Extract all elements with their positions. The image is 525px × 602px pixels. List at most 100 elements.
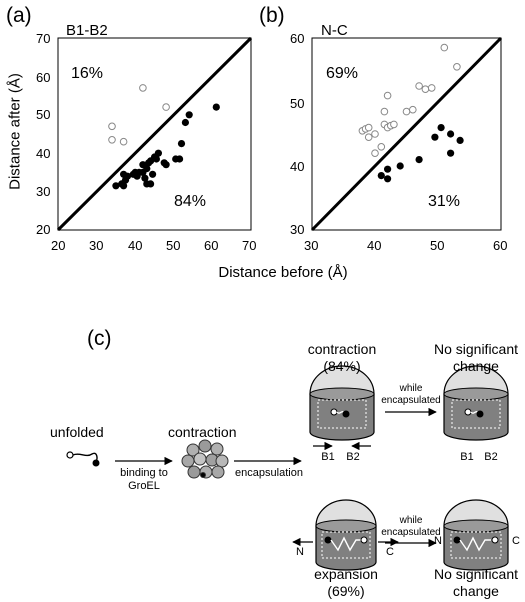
label-while-bottom-line2: encapsulated xyxy=(381,527,441,538)
plot-b-open-point-6 xyxy=(377,143,386,151)
plot-a-filled-point-20 xyxy=(152,155,160,163)
plot-a-xtick-70: 70 xyxy=(242,238,257,253)
label-contraction-mid: contraction xyxy=(168,424,237,440)
label-b2-right: B2 xyxy=(484,451,498,463)
plot-b-xtick-40: 40 xyxy=(367,238,382,253)
label-no-change-bottom-line2: change xyxy=(453,583,499,599)
plot-a-lower-percent: 84% xyxy=(174,193,207,210)
plot-b-filled-point-1 xyxy=(384,175,392,183)
label-unfolded: unfolded xyxy=(50,424,104,440)
plot-b-ytick-40: 40 xyxy=(290,159,305,174)
plot-a-filled-point-25 xyxy=(176,155,184,163)
label-c-left: C xyxy=(386,546,394,558)
plot-b-open-point-15 xyxy=(415,82,423,90)
plot-b-open-point-9 xyxy=(383,91,392,100)
label-contraction-top-line1: contraction xyxy=(307,341,377,357)
plot-b-open-point-14 xyxy=(409,105,417,114)
plot-a-diagonal xyxy=(56,36,253,232)
plot-b-open-point-13 xyxy=(402,107,411,116)
plot-a-filled-point-2 xyxy=(120,182,128,190)
plot-a-xtick-30: 30 xyxy=(89,238,104,253)
plot-a-title: B1-B2 xyxy=(66,22,108,39)
label-expansion-line2: (69%) xyxy=(327,583,365,599)
plot-a-open-point-3 xyxy=(139,84,147,92)
plot-b-filled-point-5 xyxy=(431,133,439,141)
label-contraction-top-line2: (84%) xyxy=(323,358,361,374)
plot-b-lower-percent: 31% xyxy=(428,193,461,210)
plot-a-filled-point-13 xyxy=(143,165,151,173)
plot-b-open-point-19 xyxy=(453,63,461,71)
plot-a-ytick-50: 50 xyxy=(36,107,51,122)
groel-chamber-expanded xyxy=(315,499,377,571)
label-no-change-top-line1: No significant xyxy=(433,341,519,357)
plot-b-open-point-5 xyxy=(371,149,379,157)
plot-a-ytick-30: 30 xyxy=(36,184,51,199)
label-binding-line1: binding to xyxy=(120,467,168,479)
label-while-top-line1: while xyxy=(399,383,423,394)
label-b2-top: B2 xyxy=(346,451,360,463)
groel-chamber-contracted xyxy=(309,365,375,441)
plot-a-open-point-4 xyxy=(162,103,170,111)
label-expansion-line1: expansion xyxy=(314,566,378,582)
plot-a-xtick-60: 60 xyxy=(204,238,219,253)
plot-b-open-point-18 xyxy=(440,43,449,52)
plot-b-filled-point-8 xyxy=(447,130,455,138)
panel-label-c: (c) xyxy=(87,327,112,350)
plot-a-filled-point-29 xyxy=(212,103,220,111)
plot-a-open-point-1 xyxy=(108,136,116,144)
plot-b-open-point-16 xyxy=(421,85,430,93)
plot-a-filled-point-21 xyxy=(154,149,162,157)
plot-a-xtick-50: 50 xyxy=(166,238,181,253)
unfolded-protein xyxy=(66,451,100,467)
label-while-top-line2: encapsulated xyxy=(381,395,441,406)
label-c-right: C xyxy=(512,535,520,547)
plot-a-filled-point-0 xyxy=(112,182,120,190)
plot-a-filled-point-5 xyxy=(123,172,132,180)
plot-b-xtick-50: 50 xyxy=(430,238,445,253)
plot-b-open-point-2 xyxy=(364,123,373,132)
plot-a xyxy=(56,36,253,232)
plot-b-title: N-C xyxy=(321,22,348,39)
label-no-change-bottom-line1: No significant xyxy=(433,566,519,582)
plot-a-filled-point-23 xyxy=(162,161,170,169)
plot-b-xtick-60: 60 xyxy=(493,238,508,253)
plot-b-open-point-8 xyxy=(380,107,389,116)
plot-a-filled-point-27 xyxy=(181,118,189,127)
plot-b-filled-point-9 xyxy=(456,136,464,144)
x-axis-label: Distance before (Å) xyxy=(218,264,348,281)
plot-a-filled-point-12 xyxy=(141,174,149,182)
plot-b-open-point-17 xyxy=(427,84,436,92)
plot-b-open-point-12 xyxy=(390,120,398,129)
label-while-bottom-line1: while xyxy=(399,515,423,526)
plot-a-filled-point-17 xyxy=(147,180,155,188)
groel-cluster xyxy=(181,439,229,479)
groel-chamber-no-change-top xyxy=(443,365,509,441)
plot-b-ytick-60: 60 xyxy=(290,31,305,46)
plot-b-ytick-30: 30 xyxy=(290,222,305,237)
plot-b-filled-point-3 xyxy=(396,162,404,170)
plot-b-xtick-30: 30 xyxy=(304,238,319,253)
plot-a-ytick-20: 20 xyxy=(36,222,51,237)
plot-b xyxy=(310,36,503,232)
plot-a-filled-point-18 xyxy=(149,170,157,178)
plot-a-xtick-40: 40 xyxy=(128,238,143,253)
label-b1-top: B1 xyxy=(321,451,335,463)
plot-a-ytick-60: 60 xyxy=(36,70,51,85)
plot-a-ytick-70: 70 xyxy=(36,31,51,46)
plot-b-ytick-50: 50 xyxy=(290,96,305,111)
groel-chamber-no-change-bottom xyxy=(443,499,509,571)
label-encapsulation: encapsulation xyxy=(235,467,303,479)
plot-b-upper-percent: 69% xyxy=(326,65,359,82)
label-binding-line2: GroEL xyxy=(128,480,160,492)
plot-a-filled-point-28 xyxy=(185,111,193,119)
plot-b-diagonal xyxy=(310,36,503,232)
label-n-right: N xyxy=(434,535,442,547)
plot-a-filled-point-26 xyxy=(177,140,186,148)
plot-a-frame xyxy=(57,37,252,231)
plot-b-frame xyxy=(311,37,502,231)
plot-a-open-point-2 xyxy=(119,137,128,146)
label-no-change-top-line2: change xyxy=(453,358,499,374)
plot-a-ytick-40: 40 xyxy=(36,146,51,161)
plot-b-filled-point-0 xyxy=(377,172,385,180)
scatter-plots xyxy=(56,36,503,232)
